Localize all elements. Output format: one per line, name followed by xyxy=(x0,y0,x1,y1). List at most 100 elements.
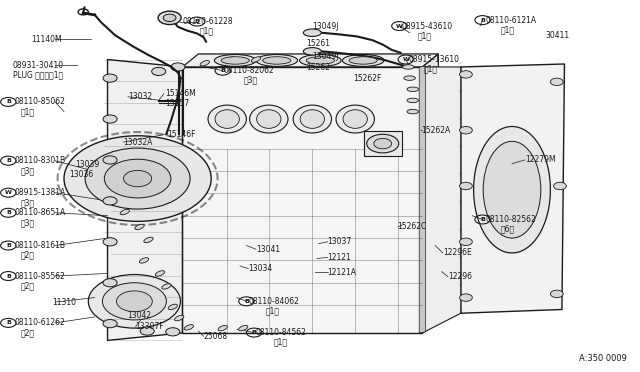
Ellipse shape xyxy=(226,57,235,62)
Text: W: W xyxy=(403,57,409,62)
Text: 08931-30410: 08931-30410 xyxy=(13,61,64,70)
Circle shape xyxy=(166,328,180,336)
Circle shape xyxy=(124,170,152,187)
Circle shape xyxy=(116,291,152,312)
Circle shape xyxy=(554,182,566,190)
Ellipse shape xyxy=(407,109,419,114)
Ellipse shape xyxy=(184,325,193,330)
Ellipse shape xyxy=(263,57,291,64)
Text: B: B xyxy=(6,158,11,163)
Text: 15262A: 15262A xyxy=(421,126,451,135)
Text: 08110-82562: 08110-82562 xyxy=(485,215,536,224)
Text: （2）: （2） xyxy=(20,328,35,337)
Text: 08120-61228: 08120-61228 xyxy=(182,17,233,26)
Text: 13032A: 13032A xyxy=(124,138,153,147)
Text: 08110-6121A: 08110-6121A xyxy=(485,16,536,25)
Circle shape xyxy=(104,159,171,198)
Ellipse shape xyxy=(135,224,144,230)
Ellipse shape xyxy=(175,315,184,321)
Circle shape xyxy=(103,320,117,328)
Circle shape xyxy=(460,71,472,78)
Ellipse shape xyxy=(306,57,334,64)
Text: 08110-61262: 08110-61262 xyxy=(14,318,65,327)
Text: W: W xyxy=(5,190,12,195)
Ellipse shape xyxy=(120,209,129,215)
Ellipse shape xyxy=(474,126,550,253)
Circle shape xyxy=(163,14,176,22)
Circle shape xyxy=(460,126,472,134)
Text: 13049J: 13049J xyxy=(312,22,339,31)
Circle shape xyxy=(460,182,472,190)
Text: 08915-13610: 08915-13610 xyxy=(408,55,460,64)
Text: 13039: 13039 xyxy=(76,160,100,169)
Polygon shape xyxy=(422,54,438,333)
Ellipse shape xyxy=(407,98,419,103)
Circle shape xyxy=(102,283,166,320)
Text: 08915-43610: 08915-43610 xyxy=(402,22,453,31)
Text: 25068: 25068 xyxy=(204,332,228,341)
Text: PLUG プラグ（1）: PLUG プラグ（1） xyxy=(13,71,63,80)
Circle shape xyxy=(140,327,154,335)
Text: 08110-82062: 08110-82062 xyxy=(224,66,275,75)
Text: 13037: 13037 xyxy=(328,237,352,246)
Polygon shape xyxy=(422,67,461,333)
Text: （3）: （3） xyxy=(20,198,35,207)
Ellipse shape xyxy=(140,258,148,263)
Text: （1）: （1） xyxy=(500,25,515,34)
Text: B: B xyxy=(244,299,249,304)
Circle shape xyxy=(103,115,117,123)
Text: A:350 0009: A:350 0009 xyxy=(579,354,627,363)
Ellipse shape xyxy=(200,61,209,66)
Circle shape xyxy=(85,148,190,209)
Ellipse shape xyxy=(300,55,341,67)
Circle shape xyxy=(103,238,117,246)
Polygon shape xyxy=(364,131,402,156)
Ellipse shape xyxy=(218,326,227,331)
Ellipse shape xyxy=(483,141,541,238)
Text: （3）: （3） xyxy=(243,76,257,85)
Circle shape xyxy=(103,74,117,82)
Circle shape xyxy=(103,156,117,164)
Ellipse shape xyxy=(252,57,260,62)
Text: 08915-1381A: 08915-1381A xyxy=(14,188,65,197)
Ellipse shape xyxy=(221,57,249,64)
Ellipse shape xyxy=(156,271,164,276)
Text: B: B xyxy=(6,99,11,105)
Polygon shape xyxy=(419,66,426,333)
Text: 11310: 11310 xyxy=(52,298,77,307)
Ellipse shape xyxy=(239,326,248,331)
Text: 08110-84062: 08110-84062 xyxy=(248,297,299,306)
Text: 15261: 15261 xyxy=(306,39,330,48)
Text: 12279M: 12279M xyxy=(525,155,556,164)
Text: B: B xyxy=(220,68,225,73)
Ellipse shape xyxy=(303,48,321,55)
Circle shape xyxy=(103,197,117,205)
Ellipse shape xyxy=(144,237,153,243)
Text: 12296: 12296 xyxy=(448,272,472,281)
Text: B: B xyxy=(6,243,11,248)
Ellipse shape xyxy=(208,105,246,133)
Circle shape xyxy=(158,11,181,25)
Text: 12296E: 12296E xyxy=(443,248,472,257)
Text: 15262F: 15262F xyxy=(353,74,381,83)
Text: B: B xyxy=(252,330,257,335)
Text: 13049J: 13049J xyxy=(312,52,339,61)
Polygon shape xyxy=(182,67,422,333)
Text: （3）: （3） xyxy=(20,166,35,175)
Text: 08110-85062: 08110-85062 xyxy=(14,97,65,106)
Text: （1）: （1） xyxy=(274,338,288,347)
Text: B: B xyxy=(6,320,11,326)
Text: 08110-84562: 08110-84562 xyxy=(256,328,307,337)
Text: 08110-8161B: 08110-8161B xyxy=(14,241,65,250)
Text: （1）: （1） xyxy=(200,27,214,36)
Circle shape xyxy=(64,136,211,221)
Text: 13034: 13034 xyxy=(248,264,273,273)
Ellipse shape xyxy=(215,110,239,128)
Text: 13307F: 13307F xyxy=(136,322,164,331)
Text: 13042: 13042 xyxy=(127,311,151,320)
Text: 11140M: 11140M xyxy=(31,35,61,44)
Text: 15157: 15157 xyxy=(165,99,189,108)
Text: （6）: （6） xyxy=(500,225,515,234)
Text: （3）: （3） xyxy=(20,218,35,227)
Text: 15146M: 15146M xyxy=(165,89,196,98)
